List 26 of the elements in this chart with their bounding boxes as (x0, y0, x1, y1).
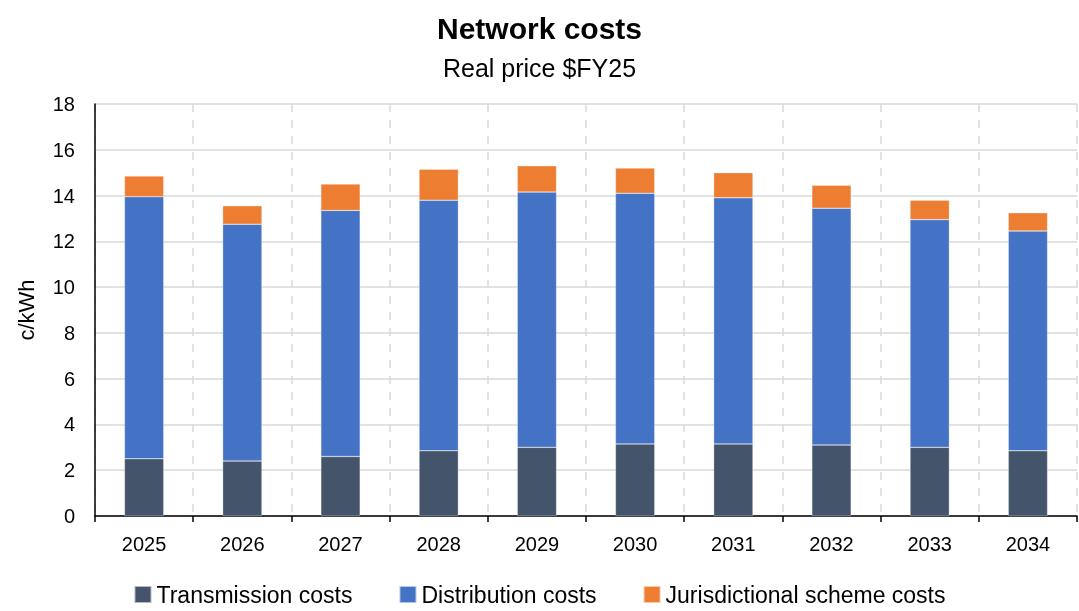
x-tick-label: 2034 (1005, 533, 1051, 555)
y-tick-label: 6 (63, 367, 75, 390)
y-tick-label: 0 (63, 505, 75, 527)
x-tick-label: 2027 (318, 533, 363, 555)
x-tick-label: 2029 (514, 533, 560, 555)
legend-label: Distribution costs (421, 581, 597, 608)
y-tick-label: 2 (63, 459, 75, 482)
y-tick-label: 14 (52, 184, 75, 207)
y-tick-label: 8 (63, 321, 75, 344)
y-tick-label: 18 (52, 93, 75, 115)
x-tick-label: 2033 (907, 533, 952, 555)
x-tick-label: 2025 (121, 533, 167, 555)
x-tick-label: 2031 (711, 533, 756, 555)
y-tick-label: 4 (63, 413, 75, 436)
chart-subtitle: Real price $FY25 (442, 53, 637, 82)
y-tick-label: 16 (52, 138, 75, 161)
y-tick-label: 12 (52, 230, 75, 253)
x-tick-label: 2032 (809, 533, 854, 555)
chart-title: Network costs (436, 11, 643, 45)
y-tick-label: 10 (52, 276, 75, 299)
x-tick-label: 2028 (416, 533, 461, 555)
legend-label: Jurisdictional scheme costs (665, 581, 946, 608)
x-tick-label: 2030 (612, 533, 658, 555)
x-tick-label: 2026 (220, 533, 265, 555)
y-axis-title: c/kWh (13, 279, 39, 341)
legend-label: Transmission costs (156, 581, 353, 608)
